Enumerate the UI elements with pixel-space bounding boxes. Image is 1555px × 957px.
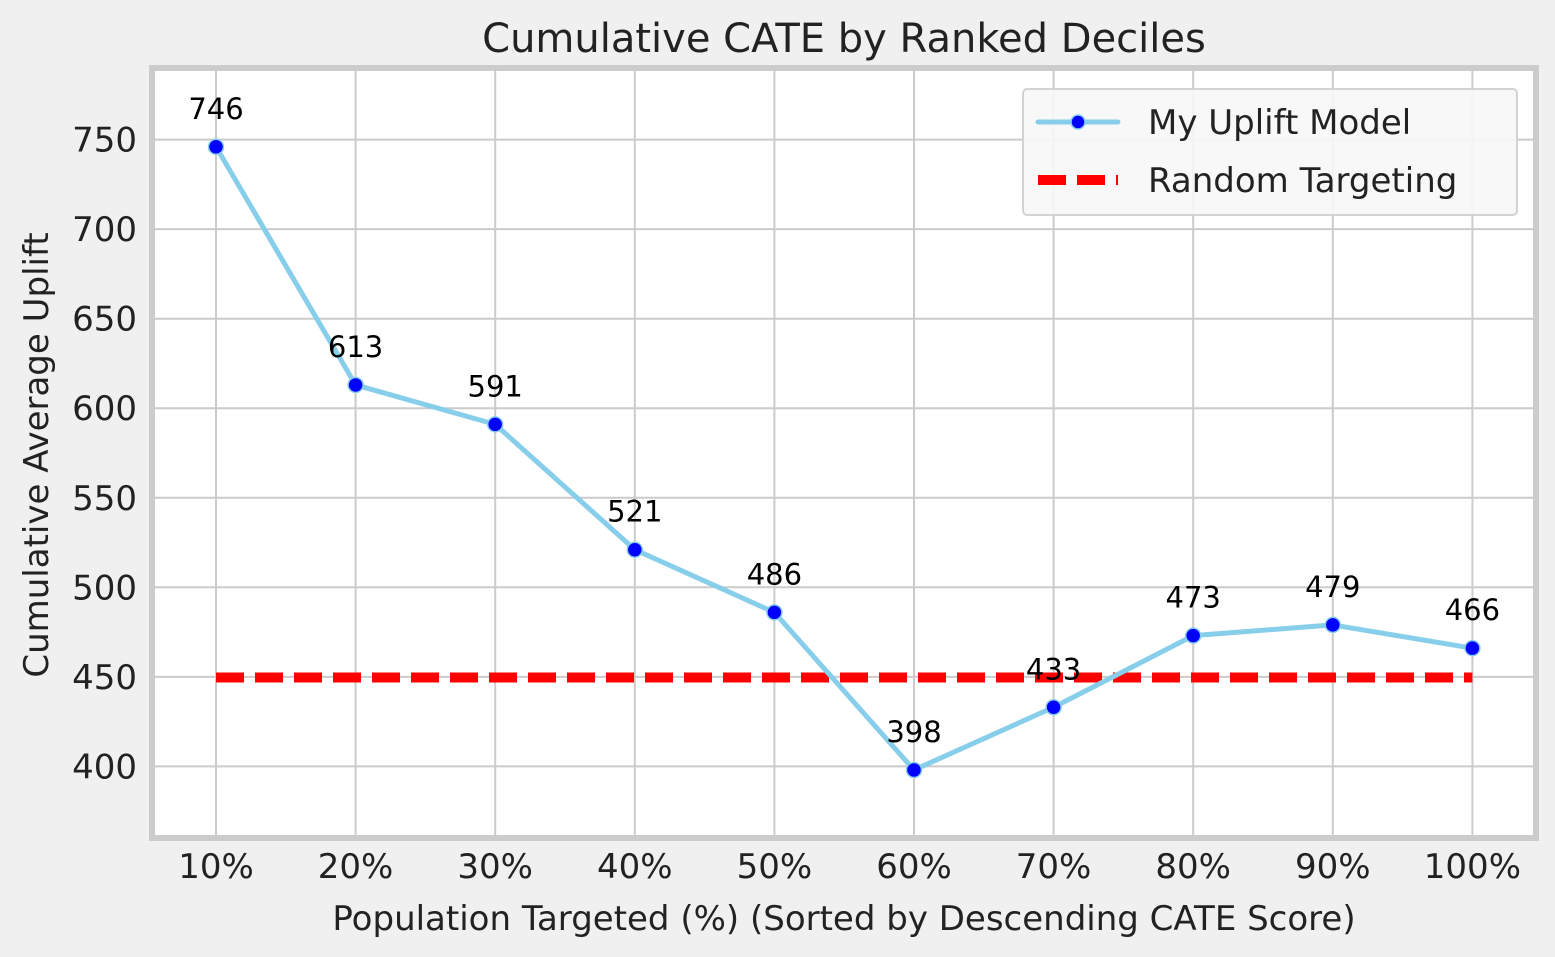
x-tick-label: 70% [1016,847,1092,887]
y-axis-label: Cumulative Average Uplift [17,232,57,677]
chart-title: Cumulative CATE by Ranked Deciles [482,16,1206,62]
data-label: 613 [328,330,383,364]
y-tick-label: 550 [72,479,137,519]
legend-label-random-targeting: Random Targeting [1148,161,1457,201]
uplift-model-point [347,376,364,394]
uplift-model-point [905,761,923,779]
data-label: 486 [747,557,802,591]
y-tick-label: 500 [72,568,137,608]
data-label: 746 [188,92,243,126]
x-tick-labels: 10% 20% 30% 40% 50% 60% 70% 80% 90% 100% [178,847,1521,887]
y-tick-label: 700 [72,210,137,250]
x-tick-label: 50% [737,847,813,887]
y-tick-label: 600 [72,389,137,429]
data-label: 466 [1445,593,1500,627]
y-tick-label: 400 [72,747,137,787]
uplift-model-point [1045,699,1062,716]
y-tick-label: 750 [72,121,137,161]
uplift-model-series [207,138,1481,779]
data-label: 521 [607,495,662,529]
uplift-model-point [486,416,504,433]
data-label: 398 [886,715,941,749]
x-tick-label: 40% [597,847,673,887]
data-label: 479 [1305,570,1360,604]
legend-label-uplift-model: My Uplift Model [1148,103,1411,143]
uplift-model-point [1464,639,1481,657]
x-tick-label: 80% [1155,847,1231,887]
x-tick-label: 10% [178,847,254,887]
x-axis-label: Population Targeted (%) (Sorted by Desce… [332,899,1355,939]
uplift-model-point [1324,616,1342,634]
y-tick-label: 450 [72,658,137,698]
data-label: 591 [468,369,523,403]
x-tick-label: 100% [1424,847,1521,887]
x-tick-label: 30% [457,847,533,887]
y-tick-labels: 400 450 500 550 600 650 700 750 [72,121,137,788]
uplift-model-line [213,144,1475,773]
legend-marker-uplift-model [1070,114,1086,130]
x-tick-label: 20% [318,847,394,887]
uplift-model-point [766,604,783,621]
y-tick-label: 650 [72,300,137,340]
uplift-model-point [207,138,225,156]
uplift-model-point [626,541,644,558]
plot-frame [149,65,1539,841]
data-label: 433 [1026,652,1081,686]
data-label: 473 [1166,581,1221,615]
x-tick-label: 90% [1295,847,1371,887]
uplift-model-point [1184,627,1202,644]
legend-box [1022,88,1518,216]
data-labels: 746 613 591 521 486 398 433 473 479 466 [188,92,1500,749]
x-tick-label: 60% [876,847,952,887]
legend: My Uplift Model Random Targeting [1022,88,1518,216]
